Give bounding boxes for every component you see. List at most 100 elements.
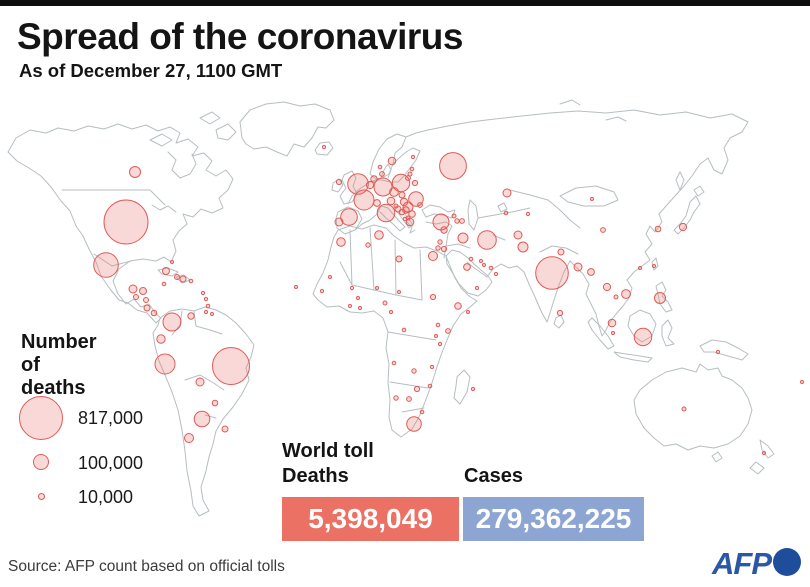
legend-circle-medium [33, 454, 49, 470]
legend-circle-large [19, 396, 63, 440]
death-bubble: Netherlands [370, 175, 378, 183]
death-bubble: Botswana [406, 396, 412, 402]
death-bubble: Slovenia [393, 203, 399, 209]
death-bubble: Myanmar [587, 268, 595, 276]
death-bubble: Iran [477, 230, 497, 250]
death-bubble: Dominican Republic [179, 275, 187, 283]
death-bubble: Albania [402, 216, 408, 222]
death-bubble: Philippines [654, 292, 666, 304]
death-bubble: Armenia [454, 218, 460, 224]
death-bubble: Costa Rica [143, 304, 151, 312]
death-bubble: United States [103, 199, 149, 245]
death-bubble: Nigeria [382, 300, 388, 306]
death-bubble: Czech Republic [389, 187, 399, 197]
death-bubble: Guyana [203, 309, 209, 315]
death-bubble: Mozambique [427, 383, 433, 389]
death-bubble: Mexico [93, 252, 119, 278]
afp-logo: AFP [712, 546, 804, 582]
death-bubble: India [535, 256, 569, 290]
death-bubble: United Kingdom [347, 173, 369, 195]
death-bubble: Switzerland [373, 199, 381, 207]
death-bubble: Ivory Coast [348, 304, 352, 308]
deaths-label: Deaths [282, 465, 349, 487]
death-bubble: Cambodia [613, 294, 619, 300]
death-bubble: Oman [493, 271, 499, 277]
top-accent-bar [0, 0, 810, 6]
death-bubble: Paraguay [211, 399, 219, 407]
death-bubble: Vietnam [621, 289, 631, 299]
death-bubble: Mauritania [328, 275, 332, 279]
death-bubble: Peru [154, 353, 176, 375]
death-bubble: Sweden [387, 156, 397, 166]
death-bubble: Malaysia [607, 318, 617, 328]
death-bubble: Thailand [602, 282, 612, 292]
death-bubble: Bahamas [170, 260, 174, 264]
death-bubble: South Africa [406, 416, 422, 432]
afp-logo-text: AFP [712, 546, 772, 581]
death-bubble: Ghana [357, 305, 363, 311]
death-bubble: El Salvador [133, 294, 139, 300]
death-bubble: Brazil [212, 347, 250, 385]
death-bubble: Uzbekistan [503, 210, 509, 216]
legend-circle-small [38, 493, 45, 500]
death-bubble: Russia [439, 152, 467, 180]
death-bubble: Hungary [399, 197, 409, 207]
world-toll-heading: World toll [282, 440, 374, 462]
death-bubble: New Zealand [761, 450, 767, 456]
death-bubble: Finland [410, 154, 416, 160]
death-bubble: Israel [435, 245, 441, 251]
death-bubble: Italy [376, 203, 396, 223]
death-bubble: Moldova [417, 202, 423, 208]
death-bubble: Guatemala [128, 284, 138, 294]
death-bubble: Egypt [428, 251, 438, 261]
death-bubble: Rwanda [434, 334, 438, 338]
death-bubble: Jordan [440, 245, 448, 253]
death-bubble: Belgium [365, 180, 375, 190]
source-note: Source: AFP count based on official toll… [8, 558, 285, 575]
death-bubble: Indonesia [633, 327, 653, 347]
death-bubble: Mongolia [590, 197, 594, 201]
death-bubble: Angola [391, 360, 397, 366]
page-subtitle: As of December 27, 1100 GMT [19, 60, 283, 81]
death-bubble: Malawi [429, 364, 435, 370]
death-bubble: Spain [340, 208, 358, 226]
death-bubble: Singapore [611, 331, 615, 335]
death-bubble: Canada [129, 166, 141, 178]
death-bubble: Suriname [210, 312, 214, 316]
death-bubble: Fiji [800, 380, 804, 384]
death-bubble: Iraq [457, 232, 469, 244]
map-outlines [7, 99, 775, 517]
bubble-layer: United States Brazil India Russia Mexico Unit… [93, 144, 804, 456]
death-bubble: France [353, 189, 375, 211]
death-bubble: Sudan [429, 293, 437, 301]
deaths-value-box: 5,398,049 [282, 497, 459, 541]
legend-title-line1: Number [21, 331, 97, 353]
death-bubble: Zimbabwe [413, 385, 421, 393]
death-bubble: Madagascar [470, 386, 476, 392]
death-bubble: Zambia [411, 368, 417, 374]
death-bubble: Martinique [203, 296, 209, 302]
death-bubble: Bolivia [195, 377, 205, 387]
death-bubble: Bahrain [479, 259, 483, 263]
death-bubble: Hong Kong [638, 266, 642, 270]
death-bubble: Eswatini [419, 409, 425, 415]
death-bubble: Bulgaria [408, 210, 416, 218]
death-bubble: Iceland [321, 144, 327, 150]
death-bubble: Portugal [334, 217, 344, 227]
death-bubble: Norway [377, 164, 383, 170]
death-bubble: Kazakhstan [502, 188, 512, 198]
death-bubble: Cuba [162, 267, 170, 275]
death-bubble: Cape Verde [294, 285, 298, 289]
death-bubble: Bosnia [398, 208, 406, 216]
death-bubble: Kuwait [468, 256, 474, 262]
death-bubble: Senegal [319, 288, 325, 294]
cases-value-box: 279,362,225 [463, 497, 644, 541]
death-bubble: Puerto Rico [188, 278, 194, 284]
afp-globe-icon [773, 548, 801, 576]
death-bubble: Nicaragua [143, 297, 149, 303]
death-bubble: Austria [386, 196, 396, 206]
death-bubble: Morocco [336, 237, 346, 247]
death-bubble: Ethiopia [454, 302, 462, 310]
